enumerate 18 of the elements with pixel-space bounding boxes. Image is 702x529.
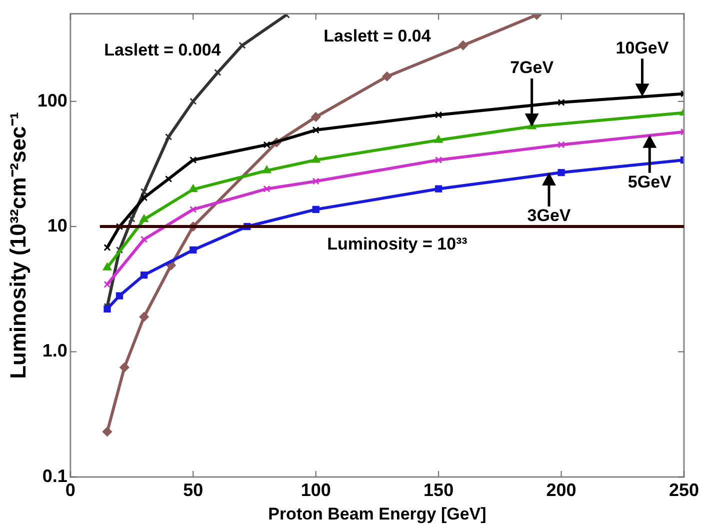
y-tick-label: 0.1 bbox=[42, 466, 68, 486]
annotation: Laslett = 0.04 bbox=[324, 26, 432, 46]
x-tick-label: 200 bbox=[546, 480, 576, 500]
y-axis-title: Luminosity (10³²cm⁻²sec⁻¹ bbox=[5, 112, 30, 379]
y-tick-label: 100 bbox=[37, 90, 68, 110]
annotation: Laslett = 0.004 bbox=[104, 40, 222, 60]
annotation: 5GeV bbox=[628, 172, 672, 192]
x-axis-title: Proton Beam Energy [GeV] bbox=[268, 504, 486, 524]
ref-line-label: Luminosity = 10³³ bbox=[327, 234, 468, 254]
x-tick-label: 250 bbox=[668, 480, 700, 500]
x-tick-label: 100 bbox=[300, 480, 331, 500]
annotation: 10GeV bbox=[616, 38, 670, 58]
y-tick-label: 10 bbox=[47, 216, 68, 236]
x-tick-label: 50 bbox=[183, 480, 204, 500]
annotation: 7GeV bbox=[510, 58, 554, 78]
annotation: 3GeV bbox=[527, 206, 572, 226]
x-tick-label: 150 bbox=[424, 480, 454, 500]
y-tick-label: 1.0 bbox=[42, 340, 68, 361]
